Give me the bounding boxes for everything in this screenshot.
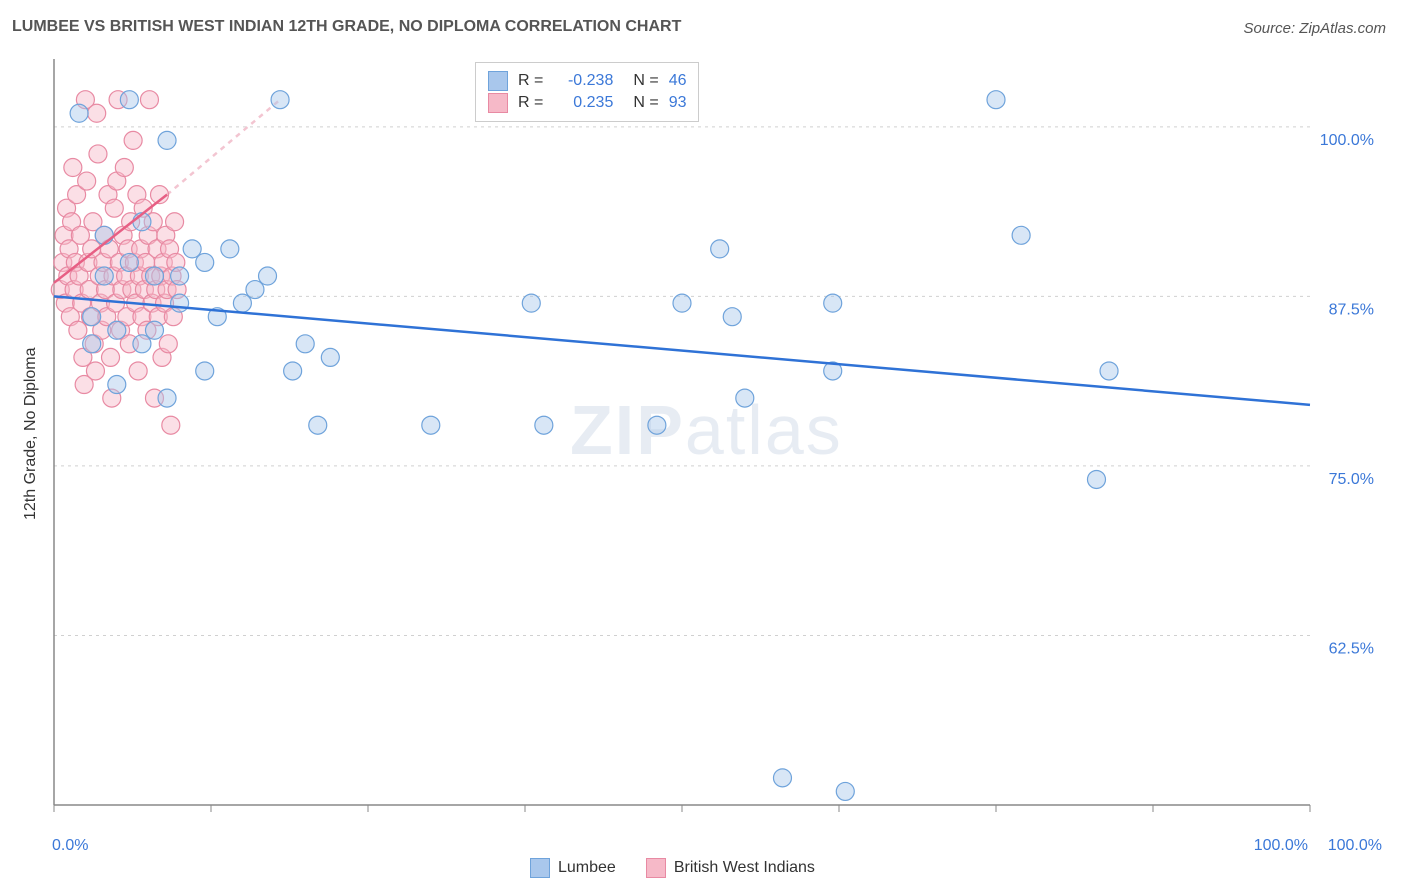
point-b	[86, 362, 104, 380]
point-a	[422, 416, 440, 434]
point-b	[64, 159, 82, 177]
legend-swatch	[488, 71, 508, 91]
point-a	[196, 362, 214, 380]
point-a	[221, 240, 239, 258]
point-a	[535, 416, 553, 434]
series-legend-item: British West Indians	[646, 858, 815, 878]
chart-title: LUMBEE VS BRITISH WEST INDIAN 12TH GRADE…	[12, 18, 681, 36]
point-a	[987, 91, 1005, 109]
point-b	[105, 199, 123, 217]
point-a	[158, 131, 176, 149]
point-a	[95, 267, 113, 285]
point-a	[1012, 226, 1030, 244]
point-a	[83, 335, 101, 353]
legend-n-label: N =	[633, 94, 658, 112]
point-a	[824, 294, 842, 312]
point-a	[1100, 362, 1118, 380]
point-a	[309, 416, 327, 434]
legend-swatch	[646, 858, 666, 878]
point-a	[145, 321, 163, 339]
point-a	[1087, 470, 1105, 488]
y-tick-label: 62.5%	[1329, 640, 1374, 657]
point-a	[145, 267, 163, 285]
legend-r-label: R =	[518, 94, 543, 112]
point-b	[162, 416, 180, 434]
point-b	[140, 91, 158, 109]
x-tick-label: 100.0%	[1254, 837, 1308, 855]
point-b	[89, 145, 107, 163]
point-a	[83, 308, 101, 326]
x-tick-label: 0.0%	[52, 837, 88, 855]
point-a	[736, 389, 754, 407]
point-b	[159, 335, 177, 353]
legend-r-label: R =	[518, 72, 543, 90]
series-legend: Lumbee British West Indians	[530, 858, 815, 878]
point-a	[108, 376, 126, 394]
source-label: Source: ZipAtlas.com	[1243, 20, 1386, 37]
point-a	[171, 267, 189, 285]
point-a	[723, 308, 741, 326]
legend-swatch	[530, 858, 550, 878]
point-a	[196, 253, 214, 271]
point-b	[129, 362, 147, 380]
point-a	[711, 240, 729, 258]
x-tick-label: 100.0%	[1328, 837, 1382, 855]
point-a	[259, 267, 277, 285]
correlation-legend: R = -0.238 N = 46 R = 0.235 N = 93	[475, 62, 699, 122]
point-b	[88, 104, 106, 122]
point-b	[78, 172, 96, 190]
legend-r-value: 0.235	[553, 94, 613, 112]
point-a	[648, 416, 666, 434]
point-a	[70, 104, 88, 122]
legend-n-value: 93	[669, 94, 687, 112]
point-b	[115, 159, 133, 177]
y-tick-label: 87.5%	[1329, 301, 1374, 318]
point-a	[284, 362, 302, 380]
point-a	[108, 321, 126, 339]
legend-n-label: N =	[633, 72, 658, 90]
point-a	[522, 294, 540, 312]
point-a	[296, 335, 314, 353]
y-tick-label: 100.0%	[1320, 132, 1374, 149]
point-b	[124, 131, 142, 149]
point-b	[102, 348, 120, 366]
point-a	[158, 389, 176, 407]
trend-line-b-ext	[167, 100, 280, 195]
point-a	[773, 769, 791, 787]
y-tick-label: 75.0%	[1329, 471, 1374, 488]
series-legend-label: Lumbee	[558, 859, 616, 877]
point-a	[120, 253, 138, 271]
point-a	[673, 294, 691, 312]
point-a	[271, 91, 289, 109]
point-a	[171, 294, 189, 312]
series-legend-label: British West Indians	[674, 859, 815, 877]
series-legend-item: Lumbee	[530, 858, 616, 878]
scatter-plot: 62.5% 75.0% 87.5% 100.0%	[50, 55, 1380, 825]
correlation-legend-row: R = 0.235 N = 93	[488, 93, 686, 113]
legend-swatch	[488, 93, 508, 113]
point-a	[836, 782, 854, 800]
point-a	[120, 91, 138, 109]
y-axis-label: 12th Grade, No Diploma	[22, 347, 40, 520]
point-b	[166, 213, 184, 231]
point-a	[95, 226, 113, 244]
correlation-legend-row: R = -0.238 N = 46	[488, 71, 686, 91]
legend-r-value: -0.238	[553, 72, 613, 90]
legend-n-value: 46	[669, 72, 687, 90]
point-a	[321, 348, 339, 366]
